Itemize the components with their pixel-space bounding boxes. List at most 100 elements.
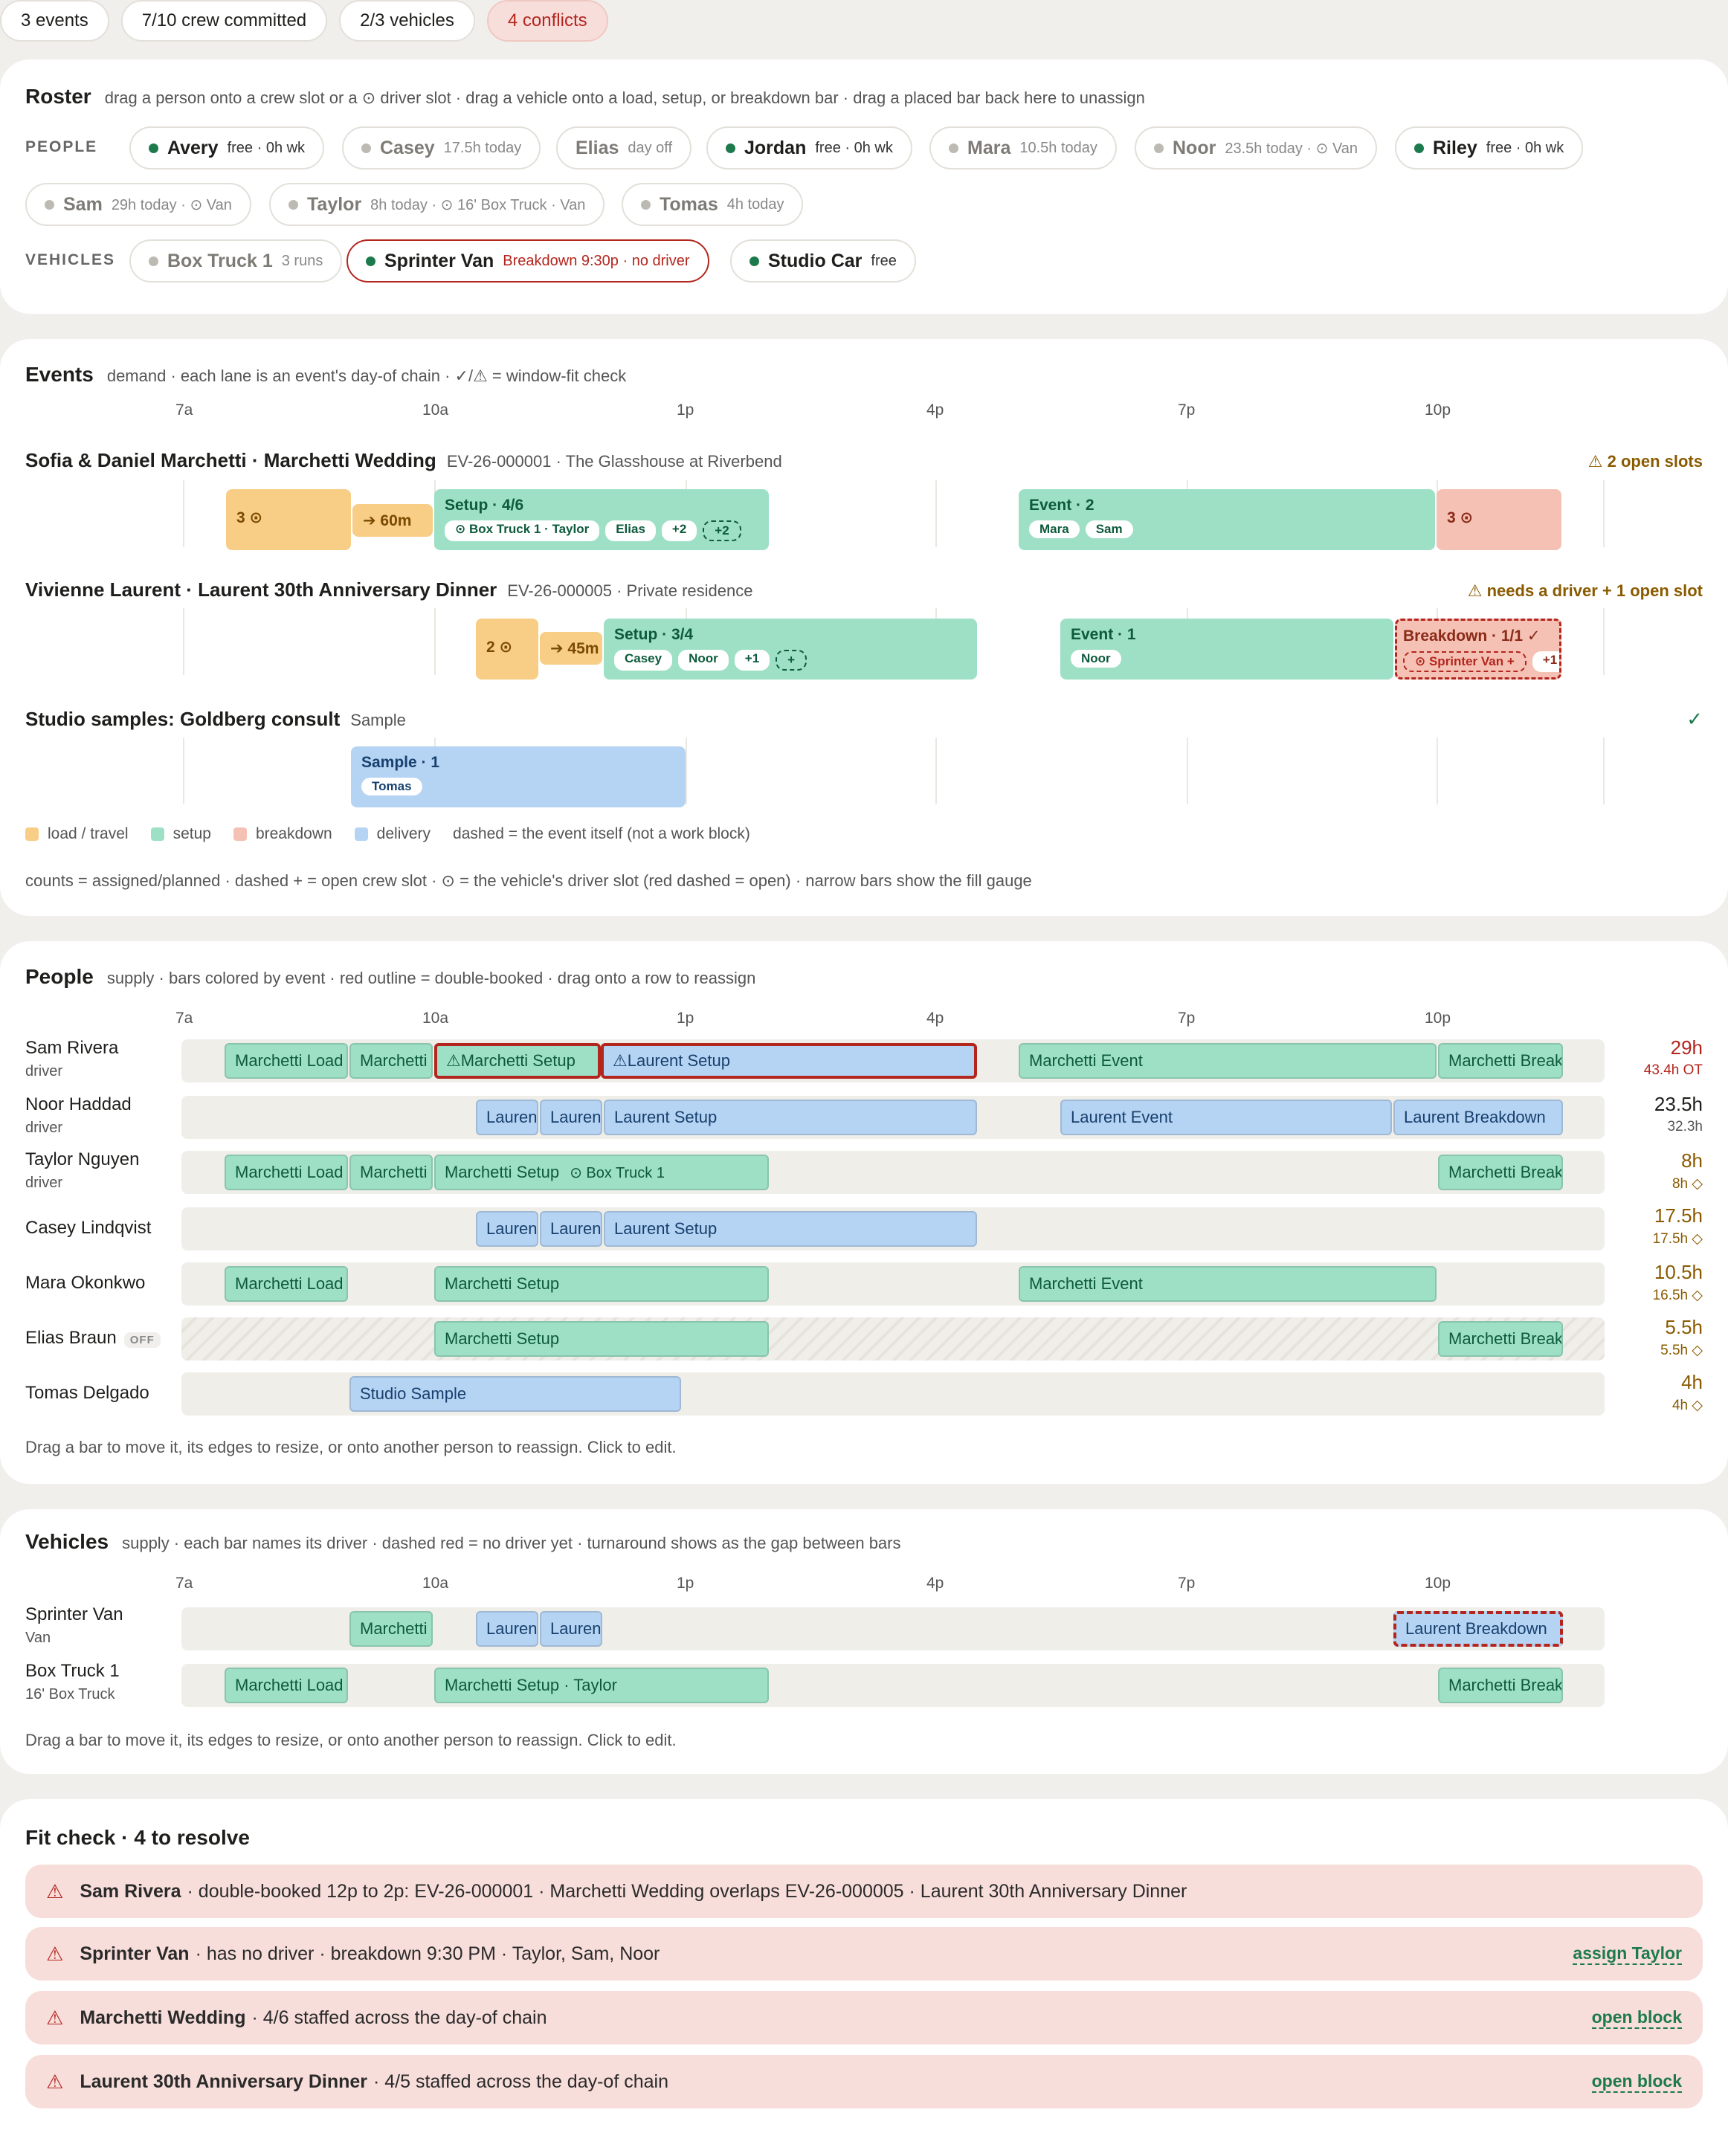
crew-tag[interactable]: Sam [1085, 520, 1133, 538]
schedule-bar[interactable]: Laurent [476, 1211, 538, 1247]
schedule-bar[interactable]: Laurent Setup [604, 1211, 977, 1247]
person-track[interactable]: Marchetti Load Marchetti Setup Marchetti… [181, 1262, 1605, 1305]
crew-tag[interactable]: ⊙ Box Truck 1 · Taylor [445, 520, 600, 541]
axis-tick: 7p [1178, 1575, 1196, 1592]
crew-tag[interactable]: Noor [1071, 650, 1121, 668]
crew-count-pill[interactable]: 7/10 crew committed [120, 0, 328, 42]
schedule-bar[interactable]: Laurent [540, 1211, 602, 1247]
open-block-link[interactable]: open block [1591, 2007, 1682, 2029]
axis-tick: 1p [677, 1575, 694, 1592]
person-track[interactable]: Laurent Laurent Laurent Setup [181, 1207, 1605, 1250]
roster-person-sam[interactable]: Sam 29h today · ⊙ Van [25, 183, 251, 226]
vehicle-bar[interactable]: Laurent [540, 1611, 602, 1647]
roster-person-riley[interactable]: Riley free · 0h wk [1395, 126, 1584, 170]
conflict-item[interactable]: ⚠ Laurent 30th Anniversary Dinner · 4/5 st… [25, 2055, 1703, 2108]
crew-tag[interactable]: +1 [1532, 651, 1559, 672]
schedule-bar[interactable]: Marchetti Setup [434, 1266, 769, 1302]
breakdown-block[interactable]: Breakdown · 1/1 ✓ ⊙ Sprinter Van + +1 [1395, 619, 1561, 680]
schedule-bar[interactable]: Marchetti Setup [434, 1321, 769, 1357]
open-block-link[interactable]: open block [1591, 2071, 1682, 2093]
schedule-bar[interactable]: Marchetti Event [1019, 1043, 1437, 1079]
crew-tag[interactable]: Casey [614, 650, 673, 671]
setup-block[interactable]: Setup · 3/4 Casey Noor +1 + [604, 619, 977, 680]
roster-vehicle-sprinter-van[interactable]: Sprinter Van Breakdown 9:30p · no driver [346, 239, 709, 283]
schedule-bar[interactable]: Laurent Breakdown [1393, 1100, 1563, 1135]
event-block[interactable]: Event · 2 Mara Sam [1019, 489, 1435, 550]
conflict-item[interactable]: ⚠ Sam Rivera · double-booked 12p to 2p: EV… [25, 1865, 1703, 1918]
person-track[interactable]: Studio Sample [181, 1372, 1605, 1416]
events-count-pill[interactable]: 3 events [0, 0, 109, 42]
travel-block[interactable]: ➔ 45m [540, 632, 602, 665]
travel-block[interactable]: ➔ 60m [352, 504, 433, 537]
schedule-bar[interactable]: Laurent Setup [604, 1100, 977, 1135]
person-track[interactable]: Marchetti Setup Marchetti Break [181, 1317, 1605, 1361]
conflicts-count-pill[interactable]: 4 conflicts [486, 0, 608, 42]
breakdown-block[interactable]: 3 ⊙ [1437, 489, 1561, 550]
schedule-bar[interactable]: Laurent [540, 1100, 602, 1135]
axis-tick: 7a [175, 401, 193, 419]
person-track[interactable]: Marchetti Load Marchetti ⚠Marchetti Setu… [181, 1039, 1605, 1082]
schedule-bar[interactable]: Marchetti Break [1438, 1321, 1563, 1357]
schedule-bar[interactable]: Marchetti Load [225, 1266, 348, 1302]
check-icon: ✓ [1686, 708, 1703, 730]
schedule-bar[interactable]: Laurent [476, 1100, 538, 1135]
sample-block[interactable]: Sample · 1 Tomas [351, 746, 686, 807]
conflict-item[interactable]: ⚠ Sprinter Van · has no driver · breakdown… [25, 1927, 1703, 1981]
schedule-bar-conflict[interactable]: ⚠Laurent Setup [601, 1043, 977, 1079]
schedule-bar[interactable]: Marchetti Event [1019, 1266, 1437, 1302]
crew-tag[interactable]: Tomas [361, 778, 422, 795]
warning-icon: ⚠ [46, 1942, 64, 1965]
crew-tag[interactable]: Elias [605, 520, 656, 541]
person-row-label: Noor Haddad driver [25, 1094, 132, 1136]
person-track[interactable]: Laurent Laurent Laurent Setup Laurent Ev… [181, 1096, 1605, 1139]
person-track[interactable]: Marchetti Load Marchetti Marchetti Setup… [181, 1151, 1605, 1194]
roster-person-taylor[interactable]: Taylor 8h today · ⊙ 16' Box Truck · Van [269, 183, 605, 226]
schedule-bar[interactable]: Marchetti [349, 1155, 433, 1190]
vehicles-count-pill[interactable]: 2/3 vehicles [339, 0, 475, 42]
vehicle-bar[interactable]: Marchetti Break [1438, 1668, 1563, 1703]
schedule-bar[interactable]: Marchetti Load [225, 1043, 348, 1079]
open-slot-tag[interactable]: +2 [703, 520, 741, 541]
conflict-item[interactable]: ⚠ Marchetti Wedding · 4/6 staffed across t… [25, 1991, 1703, 2044]
roster-person-jordan[interactable]: Jordan free · 0h wk [706, 126, 912, 170]
axis-tick: 7a [175, 1575, 193, 1592]
axis-tick: 4p [926, 1575, 944, 1592]
vehicle-bar[interactable]: Marchetti Setup · Taylor [434, 1668, 769, 1703]
load-block[interactable]: 3 ⊙ [226, 489, 351, 550]
hours-total: 29h 43.4h OT [1643, 1036, 1703, 1078]
assign-taylor-link[interactable]: assign Taylor [1573, 1943, 1682, 1965]
vehicle-bar[interactable]: Laurent [476, 1611, 538, 1647]
roster-person-casey[interactable]: Casey 17.5h today [342, 126, 541, 170]
roster-person-noor[interactable]: Noor 23.5h today · ⊙ Van [1135, 126, 1378, 170]
roster-person-mara[interactable]: Mara 10.5h today [929, 126, 1117, 170]
crew-tag[interactable]: Mara [1029, 520, 1080, 538]
schedule-bar[interactable]: Laurent Event [1060, 1100, 1392, 1135]
roster-person-elias[interactable]: Elias day off [556, 126, 692, 170]
crew-tag[interactable]: +2 [661, 520, 697, 541]
roster-person-avery[interactable]: Avery free · 0h wk [129, 126, 325, 170]
vehicle-track[interactable]: Marchetti Laurent Laurent Laurent Breakd… [181, 1607, 1605, 1650]
roster-person-tomas[interactable]: Tomas 4h today [622, 183, 804, 226]
axis-tick: 10p [1425, 1575, 1451, 1592]
setup-block[interactable]: Setup · 4/6 ⊙ Box Truck 1 · Taylor Elias +… [434, 489, 769, 550]
crew-tag[interactable]: Noor [678, 650, 729, 671]
schedule-bar[interactable]: Marchetti Break [1438, 1043, 1563, 1079]
schedule-bar[interactable]: Marchetti [349, 1043, 433, 1079]
schedule-bar-conflict[interactable]: ⚠Marchetti Setup [434, 1043, 601, 1079]
schedule-bar[interactable]: Marchetti Load [225, 1155, 348, 1190]
vehicle-bar-no-driver[interactable]: Laurent Breakdown [1393, 1611, 1563, 1647]
load-block[interactable]: 2 ⊙ [476, 619, 538, 680]
vehicle-track[interactable]: Marchetti Load Marchetti Setup · Taylor … [181, 1664, 1605, 1707]
schedule-bar[interactable]: Marchetti Setup ⊙ Box Truck 1 [434, 1155, 769, 1190]
vehicle-bar[interactable]: Marchetti Load [225, 1668, 348, 1703]
crew-tag[interactable]: +1 [734, 650, 770, 671]
schedule-bar[interactable]: Studio Sample [349, 1376, 681, 1412]
vehicle-bar[interactable]: Marchetti [349, 1611, 433, 1647]
schedule-bar[interactable]: Marchetti Break [1438, 1155, 1563, 1190]
roster-vehicle-studio-car[interactable]: Studio Car free [730, 239, 916, 283]
open-slot-tag[interactable]: + [776, 650, 807, 671]
event-block[interactable]: Event · 1 Noor [1060, 619, 1393, 680]
driver-slot-tag[interactable]: ⊙ Sprinter Van + [1403, 651, 1526, 672]
roster-title: Roster drag a person onto a crew slot or … [25, 85, 1145, 108]
